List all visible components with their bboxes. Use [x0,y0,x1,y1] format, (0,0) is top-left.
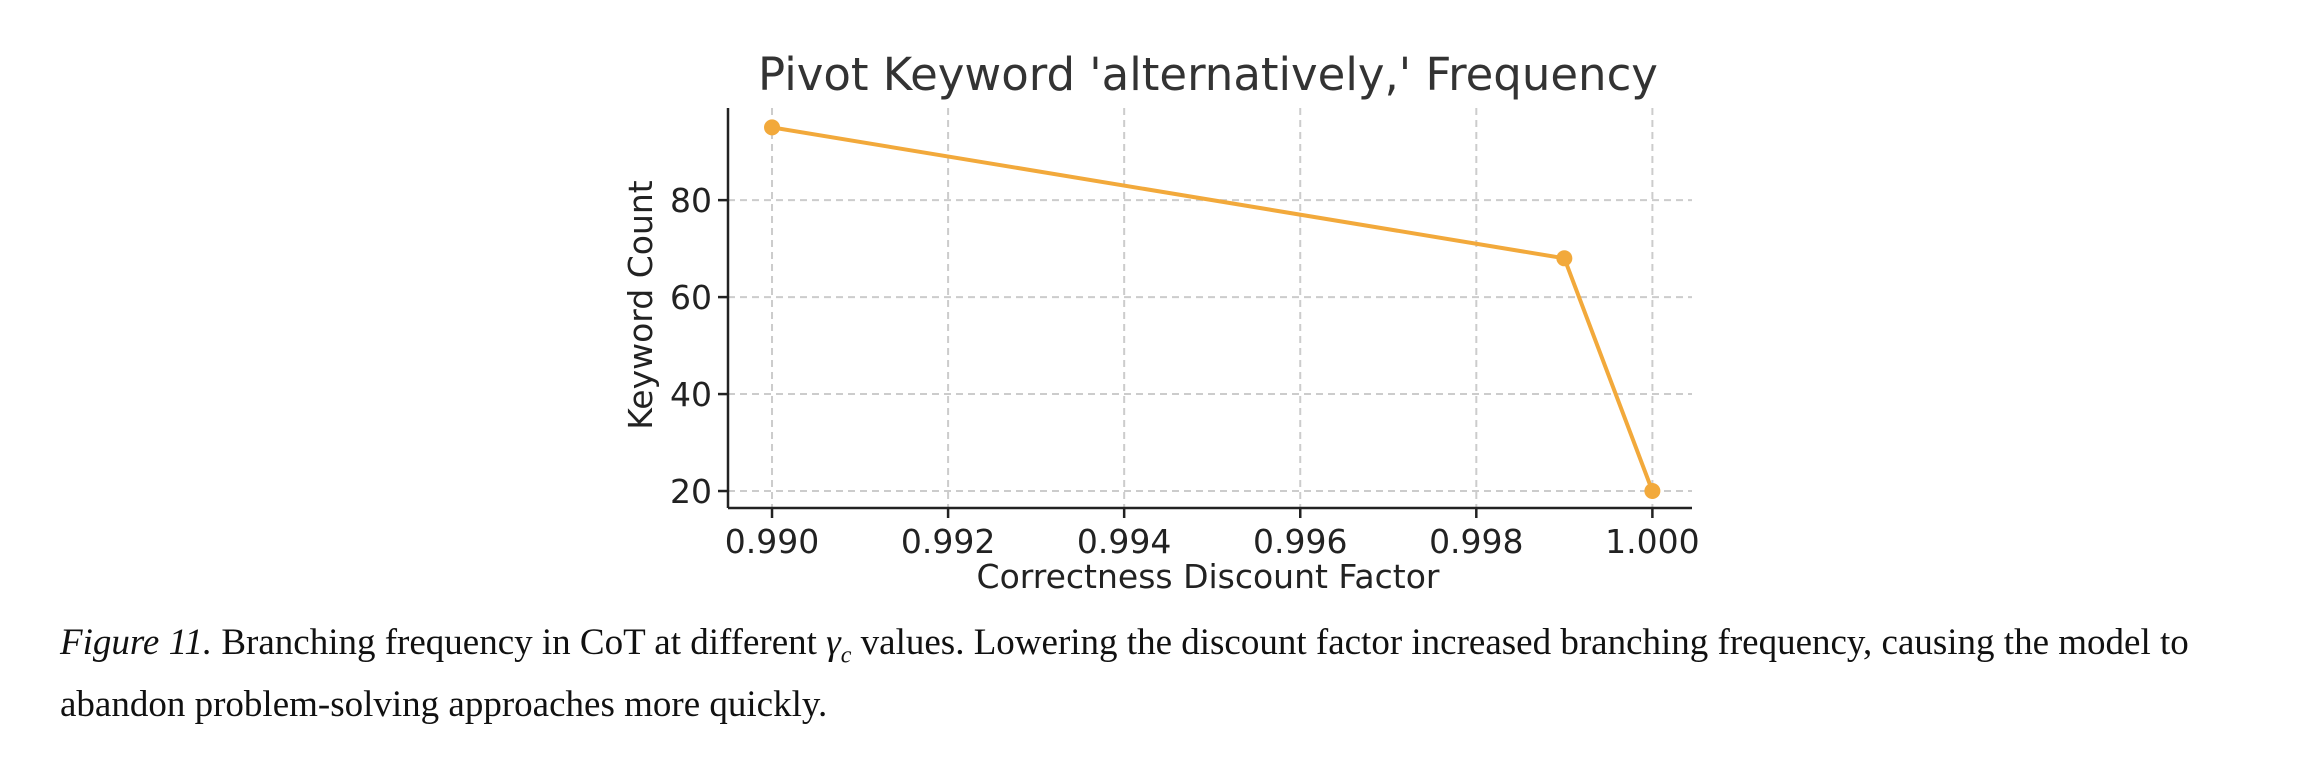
x-tick-label: 0.998 [1429,522,1523,561]
caption-text-after: values. Lowering the discount factor inc… [60,622,2189,726]
series-line [771,125,1655,492]
caption-text-before: Branching frequency in CoT at different [221,622,817,663]
x-tick-label: 0.994 [1077,522,1171,561]
y-tick-label: 40 [670,375,712,414]
figure-label: Figure 11. [60,622,213,663]
x-axis-label: Correctness Discount Factor [977,557,1440,596]
grid [728,108,1692,508]
chart-title: Pivot Keyword 'alternatively,' Frequency [758,48,1658,101]
data-point [1556,250,1573,267]
gamma-base: γ [826,622,841,663]
x-tick-label: 0.990 [725,522,819,561]
x-tick-label: 0.992 [901,522,995,561]
y-axis-label: Keyword Count [621,180,660,429]
figure-caption: Figure 11. Branching frequency in CoT at… [60,618,2270,729]
y-tick-label: 60 [670,278,712,317]
x-tick-label: 0.996 [1253,522,1347,561]
gamma-symbol: γc [826,622,851,668]
ticks: 0.990 0.992 0.994 0.996 0.998 1.000 20 40 60 80 [670,181,1700,561]
data-point [1644,483,1661,500]
series [764,119,1661,500]
y-tick-label: 80 [670,181,712,220]
y-tick-label: 20 [670,472,712,511]
data-point [764,119,781,136]
gamma-subscript: c [840,642,852,669]
axes [726,108,1692,510]
x-tick-label: 1.000 [1605,522,1699,561]
